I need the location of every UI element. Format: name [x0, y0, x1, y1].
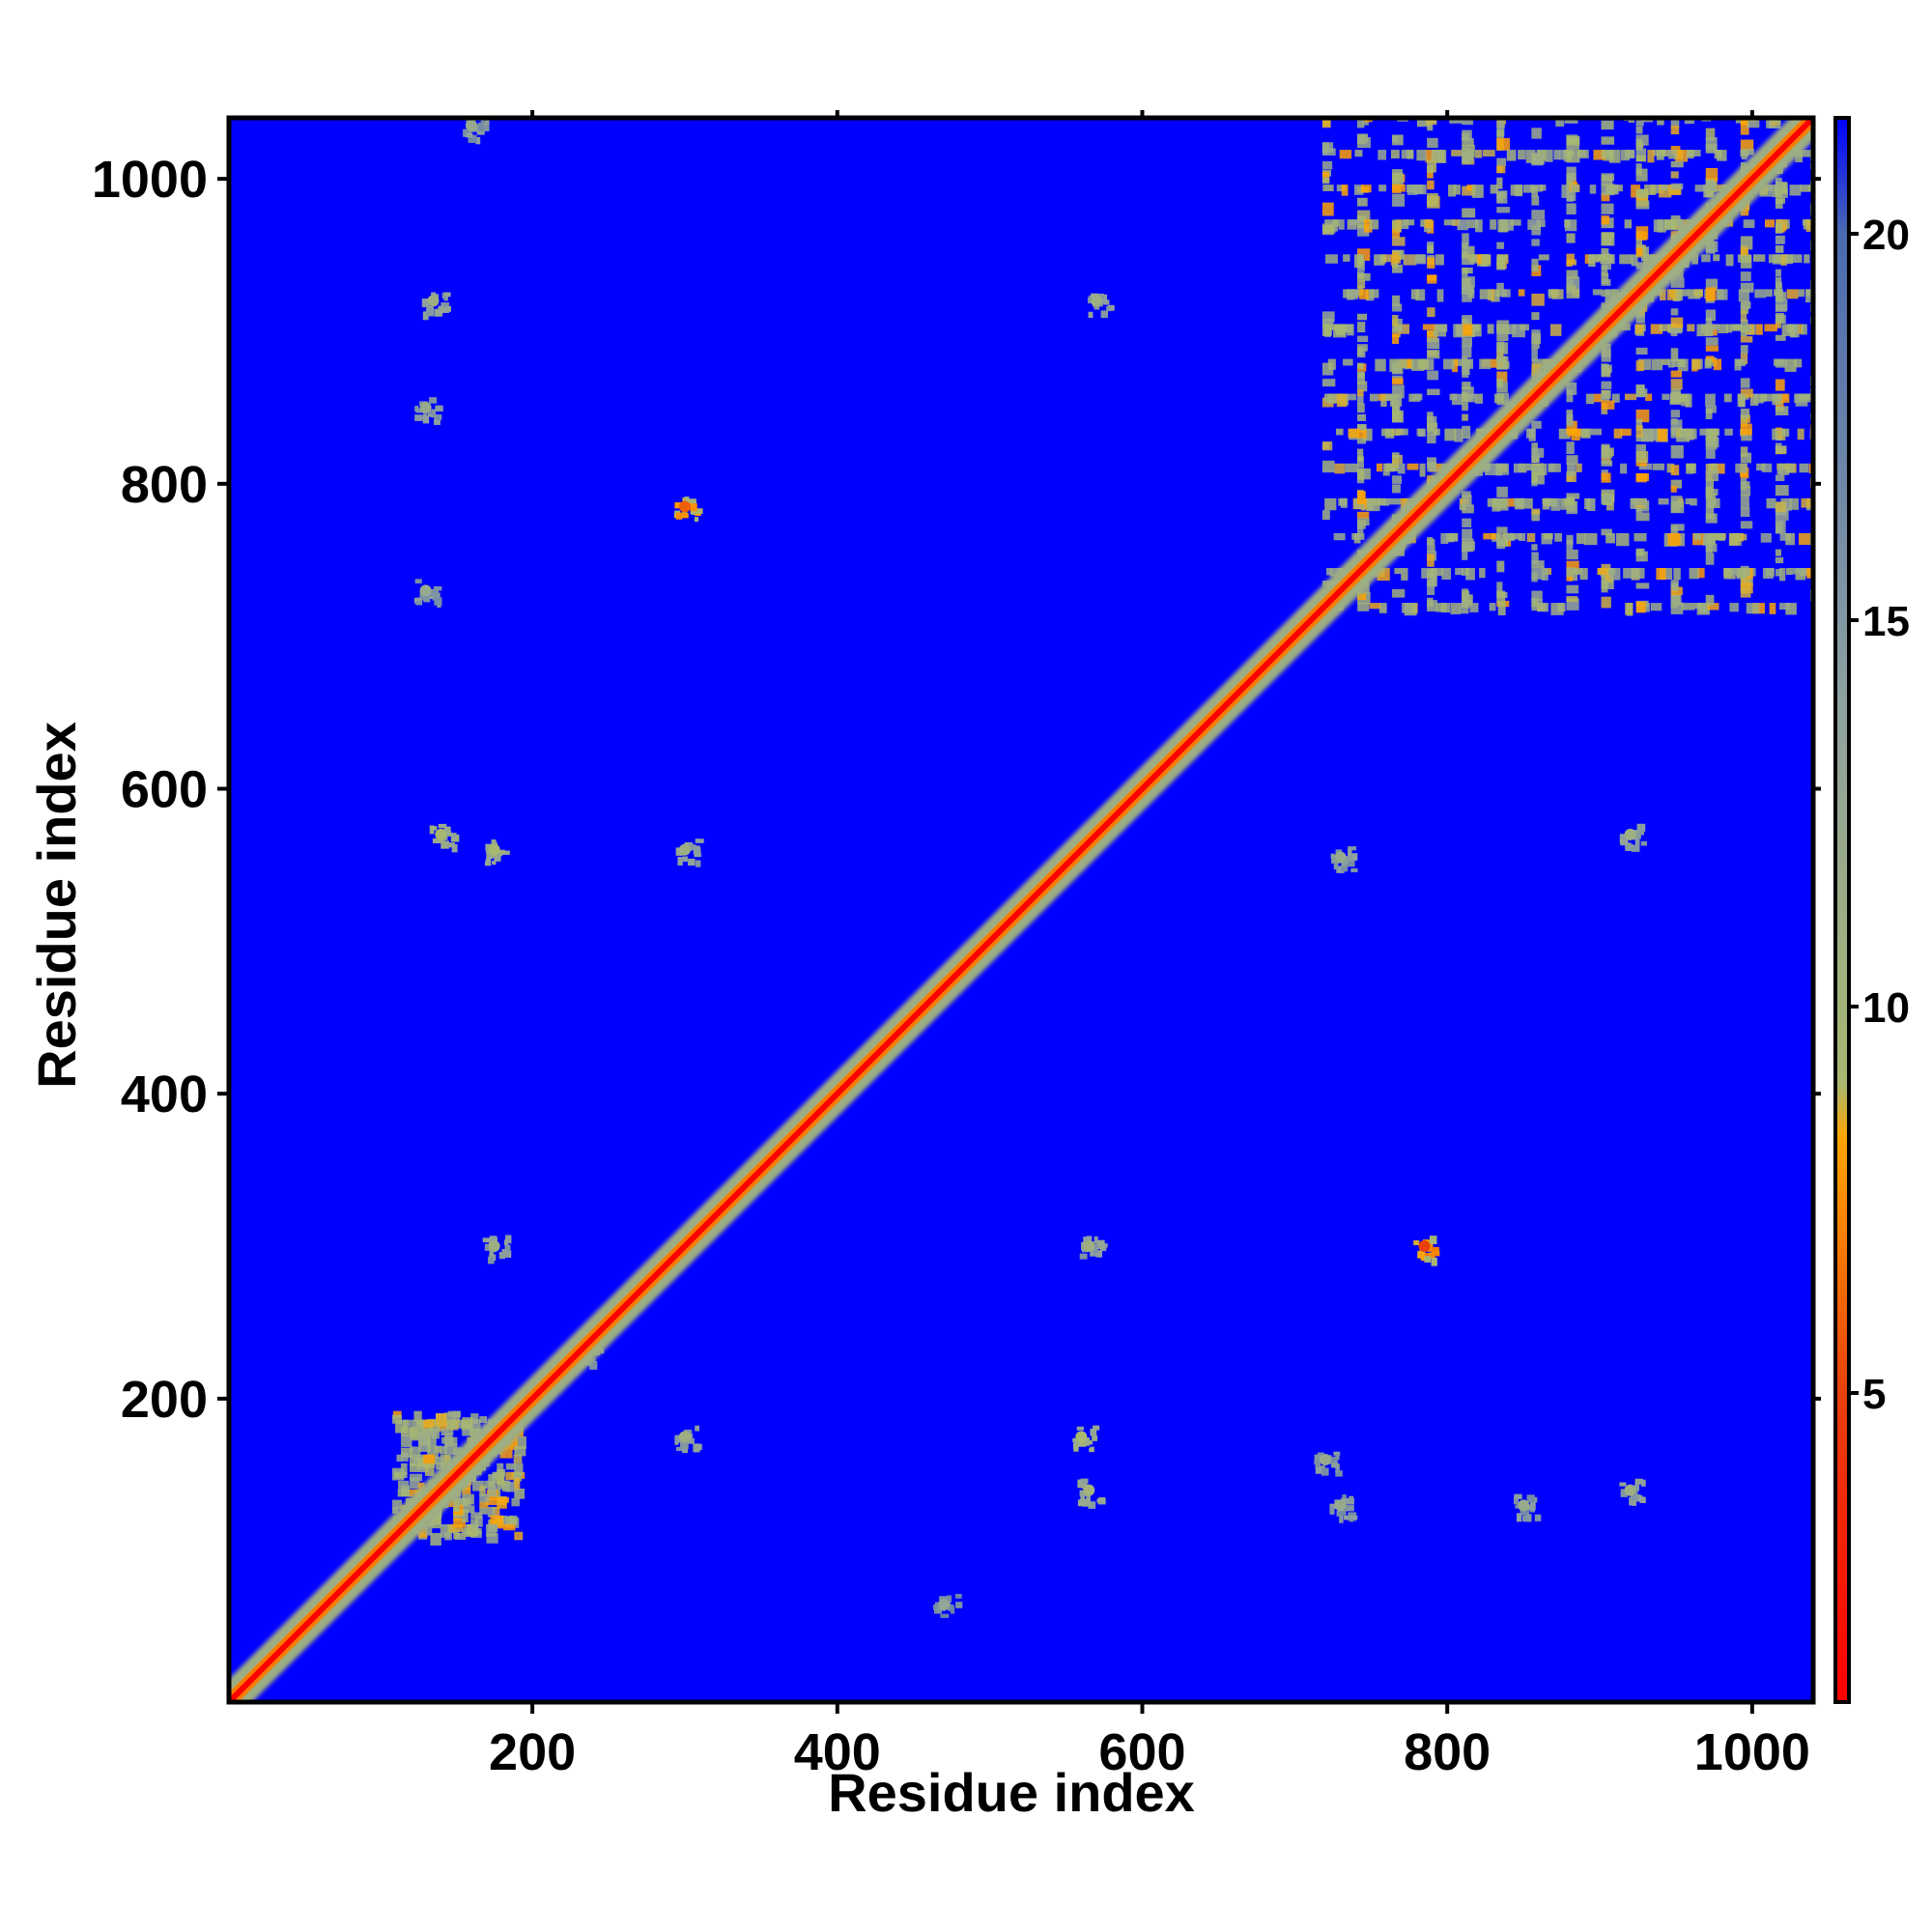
contact-spot — [1330, 846, 1358, 873]
x-tick-label: 1000 — [1694, 1723, 1810, 1781]
contact-spot — [463, 118, 490, 145]
contact-spot — [413, 579, 442, 608]
x-tick-label: 600 — [1098, 1723, 1185, 1781]
contact-spot — [1077, 1478, 1106, 1509]
contact-spot — [1513, 1493, 1542, 1522]
contact-spot — [1619, 1478, 1646, 1506]
colorbar-tick-label: 15 — [1862, 598, 1910, 645]
colorbar-tick-label: 5 — [1862, 1371, 1886, 1418]
colorbar-ticks: 5 10 15 20 — [1849, 212, 1910, 1418]
y-tick-label: 600 — [121, 761, 208, 819]
diagonal-band — [229, 118, 1813, 1702]
contact-spot — [673, 497, 703, 523]
y-axis: 200 400 600 800 1000 — [92, 151, 1821, 1429]
contact-spot — [1087, 293, 1115, 319]
contact-spot — [1413, 1236, 1440, 1266]
x-axis: 200 400 600 800 1000 — [489, 110, 1810, 1781]
y-axis-title: Residue index — [26, 722, 87, 1089]
contact-spot — [1619, 823, 1647, 852]
y-tick-label: 800 — [121, 456, 208, 514]
contact-spot — [421, 292, 452, 321]
contact-spot — [429, 823, 460, 853]
contact-spot — [414, 397, 443, 425]
colorbar: 5 10 15 20 — [1833, 116, 1910, 1704]
contact-spot — [675, 838, 704, 867]
contact-spot — [932, 1593, 963, 1618]
contact-spot — [484, 839, 510, 867]
x-tick-label: 400 — [794, 1723, 881, 1781]
contact-spot — [482, 1235, 512, 1264]
y-tick-label: 400 — [121, 1065, 208, 1123]
x-tick-label: 200 — [489, 1723, 576, 1781]
y-tick-label: 200 — [121, 1371, 208, 1429]
contact-spot — [1329, 1494, 1358, 1523]
contact-spot — [1079, 1236, 1108, 1260]
contact-spot — [1314, 1451, 1343, 1477]
x-axis-title: Residue index — [828, 1762, 1195, 1823]
diagonal-core — [229, 118, 1813, 1702]
colorbar-tick-label: 10 — [1862, 984, 1910, 1032]
y-tick-label: 1000 — [92, 151, 208, 209]
contact-spot — [674, 1425, 702, 1454]
colorbar-tick-label: 20 — [1862, 212, 1910, 259]
heatmap-plot-area — [226, 115, 1816, 1705]
x-tick-label: 800 — [1404, 1723, 1491, 1781]
colorbar-gradient — [1833, 116, 1851, 1704]
plot-frame — [226, 115, 1816, 1705]
contact-spot — [1072, 1425, 1100, 1453]
